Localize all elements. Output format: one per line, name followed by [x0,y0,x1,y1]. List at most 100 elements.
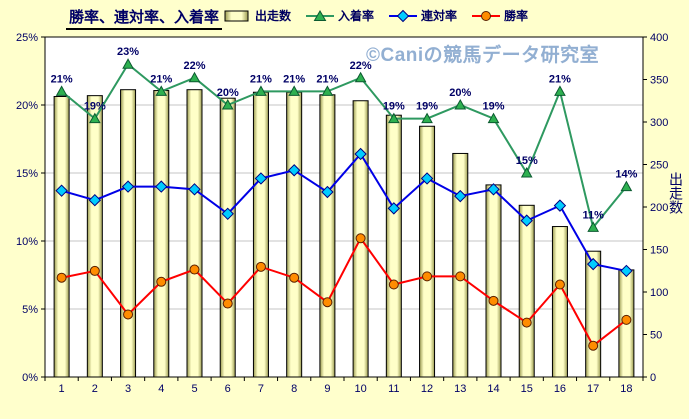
circle-marker [289,272,300,283]
diamond-marker [287,164,301,177]
x-axis-tick-label: 18 [620,383,632,395]
diamond-marker [88,193,102,207]
triangle-marker [587,221,600,232]
left-axis-tick-label: 5% [22,304,38,316]
triangle-marker [520,166,533,178]
legend-label-starts: 出走数 [255,9,292,23]
circle-marker [488,295,499,306]
triangle-marker [387,112,400,124]
bar [186,89,203,378]
x-axis-tick-label: 7 [258,383,264,395]
x-axis-tick-label: 12 [421,383,433,395]
circle-marker [322,297,333,308]
diamond-marker [487,183,500,196]
data-label: 19% [482,101,504,113]
diamond-marker [520,214,533,227]
left-axis-tick-label: 20% [16,100,38,112]
data-label: 20% [217,87,239,99]
diamond-marker [188,183,201,196]
diamond-marker [420,172,434,185]
triangle-marker [354,71,367,83]
x-axis-tick-label: 8 [291,383,297,395]
circle-marker [156,276,167,287]
x-axis-tick-label: 1 [59,383,65,395]
x-axis-tick-label: 13 [454,383,466,395]
bar [53,96,70,378]
triangle-marker [221,98,234,110]
data-label: 22% [350,60,372,72]
circle-marker [222,298,233,309]
legend-label-place-rate: 入着率 [338,9,375,23]
diamond-marker [155,180,168,193]
data-label: 21% [150,73,172,85]
triangle-marker [554,85,566,96]
triangle-marker [55,85,68,96]
triangle-marker [188,71,201,83]
circle-marker [455,271,466,282]
triangle-marker-icon [306,9,335,21]
data-label: 22% [183,60,205,72]
triangle-marker [155,85,168,96]
circle-marker [56,272,67,283]
circle-marker [554,279,565,290]
data-label: 23% [117,46,139,58]
data-label: 21% [250,73,272,85]
x-axis-tick-label: 9 [324,383,330,395]
diamond-marker [586,257,600,271]
diamond-marker [55,184,68,197]
bar-swatch-icon [224,10,249,21]
right-axis-tick-label: 350 [650,75,668,87]
watermark: ©Caniの競馬データ研究室 [366,45,600,66]
left-axis-tick-label: 25% [16,32,38,44]
bar [252,91,269,378]
data-label: 21% [51,73,73,85]
data-label: 19% [383,101,405,113]
data-label: 14% [615,169,637,181]
right-axis-tick-label: 150 [650,245,668,257]
right-axis-tick-label: 50 [650,330,662,342]
diamond-marker [553,199,567,212]
x-axis-tick-label: 15 [521,383,533,395]
diamond-marker [221,207,234,221]
triangle-marker [454,98,467,110]
x-axis-tick-label: 6 [225,383,231,395]
diamond-marker [354,147,367,161]
diamond-marker [321,185,334,199]
data-label: 19% [416,101,438,113]
bar [551,226,568,378]
right-axis-tick-label: 300 [650,117,668,129]
bar [518,204,535,378]
x-axis-tick-label: 17 [587,383,599,395]
circle-marker [123,309,134,320]
diamond-marker [620,264,633,278]
circle-marker-icon [472,10,501,21]
right-axis-tick-label: 400 [650,32,668,44]
legend: 出走数 入着率 連対率 勝率 [222,7,528,24]
bar [286,91,303,378]
triangle-marker [255,85,267,96]
bar [120,89,137,378]
data-label: 15% [516,155,538,167]
legend-item-quinella-rate: 連対率 [388,7,457,24]
bar [452,152,469,378]
series-line [61,236,628,348]
triangle-marker [122,58,134,69]
data-label: 21% [316,73,338,85]
bar [485,184,502,378]
triangle-marker [487,112,500,124]
bar [319,94,336,378]
plot-area [45,37,643,377]
x-axis-tick-label: 3 [125,383,131,395]
bar [153,90,170,378]
diamond-marker [454,189,467,203]
bar [419,125,436,378]
legend-label-win-rate: 勝率 [504,9,529,23]
triangle-marker [421,112,433,124]
data-label: 11% [582,209,604,221]
left-axis-tick-label: 0% [22,372,38,384]
circle-marker [422,271,433,282]
chart-title: 勝率、連対率、入着率 [66,6,223,30]
right-axis-tick-label: 0 [650,372,656,384]
